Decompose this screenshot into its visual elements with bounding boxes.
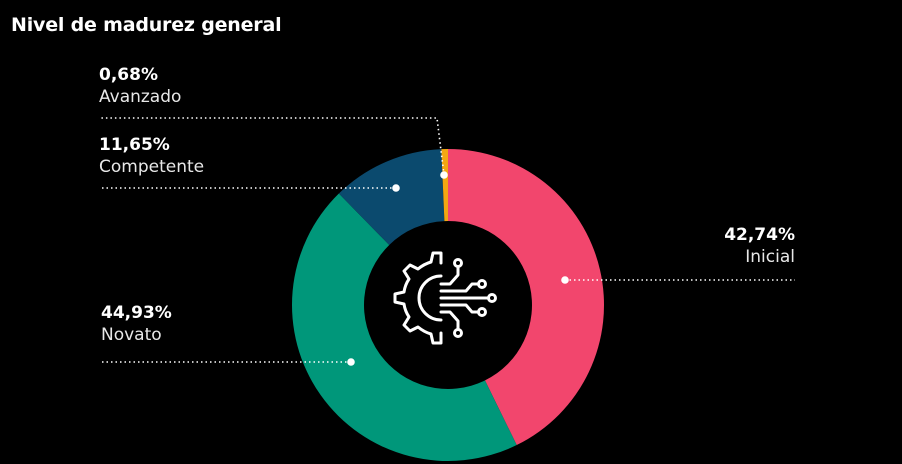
slice-name-avanzado: Avanzado xyxy=(99,87,182,107)
slice-percent-novato: 44,93% xyxy=(101,303,172,323)
label-novato: 44,93% Novato xyxy=(101,305,172,344)
slice-name-novato: Novato xyxy=(101,325,162,345)
gear-circuit-icon xyxy=(393,251,497,345)
donut-slice-avanzado xyxy=(441,149,448,222)
label-avanzado: 0,68% Avanzado xyxy=(99,67,181,106)
leader-dot-avanzado xyxy=(440,171,448,179)
label-competente: 11,65% Competente xyxy=(99,137,204,176)
leader-dot-competente xyxy=(392,184,400,192)
label-inicial: 42,74% Inicial xyxy=(724,227,795,266)
donut-slice-inicial xyxy=(448,149,604,446)
leader-dot-inicial xyxy=(561,276,569,284)
leader-line-avanzado xyxy=(99,117,445,176)
slice-name-competente: Competente xyxy=(99,157,205,177)
slice-name-inicial: Inicial xyxy=(745,247,795,267)
slice-percent-inicial: 42,74% xyxy=(724,225,795,245)
donut-slice-competente xyxy=(338,149,445,245)
donut-slice-novato xyxy=(291,193,517,461)
leader-dot-novato xyxy=(347,358,355,366)
slice-percent-avanzado: 0,68% xyxy=(99,65,158,85)
chart-title: Nivel de madurez general xyxy=(11,14,282,36)
slice-percent-competente: 11,65% xyxy=(99,135,170,155)
